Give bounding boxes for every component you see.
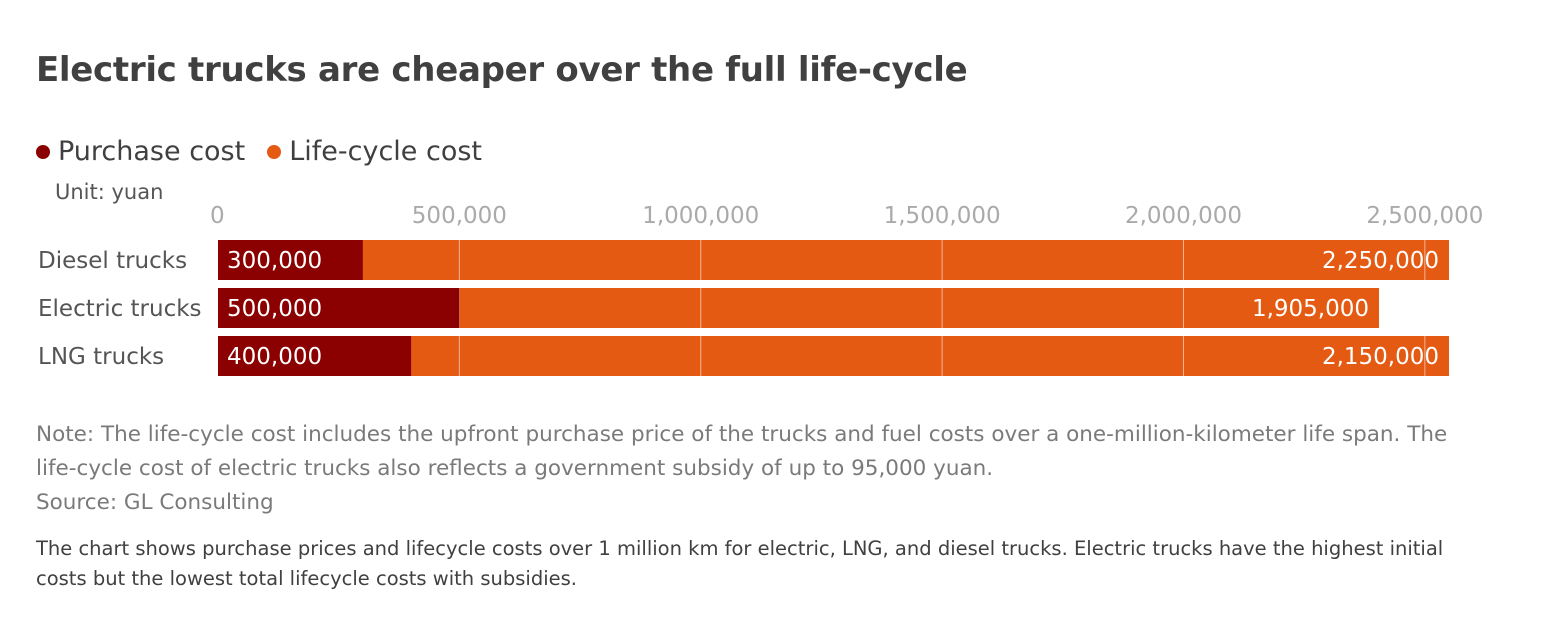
data-label-purchase: 500,000 [227,296,322,322]
data-label-purchase: 400,000 [227,344,322,370]
bar-chart: 0 500,000 1,000,000 1,500,000 2,000,000 2,500… [38,203,1483,376]
category-label: Diesel trucks [38,248,187,274]
x-tick-label: 2,500,000 [1366,203,1483,229]
data-label-purchase: 300,000 [227,248,322,274]
legend-swatch-purchase [36,144,50,159]
bar-purchase [218,288,460,328]
legend-item-purchase: Purchase cost [36,136,245,167]
legend-label-lifecycle: Life-cycle cost [289,136,483,167]
x-tick-label: 1,500,000 [884,203,1001,229]
bar-lifecycle [218,336,1449,376]
x-tick-label: 2,000,000 [1125,203,1242,229]
legend-label-purchase: Purchase cost [58,136,246,167]
x-tick-label: 1,000,000 [642,203,759,229]
chart-title: Electric trucks are cheaper over the ful… [36,50,968,90]
unit-label: Unit: yuan [55,180,164,204]
category-label: Electric trucks [38,296,202,322]
bar-purchase [218,240,363,280]
legend-swatch-lifecycle [267,144,282,159]
data-label-lifecycle: 2,150,000 [1322,344,1439,370]
legend: Purchase cost Life-cycle cost [36,136,504,167]
data-label-lifecycle: 1,905,000 [1252,296,1369,322]
legend-item-lifecycle: Life-cycle cost [267,136,482,167]
bar-lifecycle [218,240,1449,280]
x-tick-label: 0 [210,203,225,229]
category-label: LNG trucks [38,344,164,370]
bar-purchase [218,336,412,376]
note-text: Note: The life-cycle cost includes the u… [36,422,1448,481]
x-tick-label: 500,000 [412,203,507,229]
data-label-lifecycle: 2,250,000 [1322,248,1439,274]
source-text: Source: GL Consulting [36,490,274,515]
description-text: The chart shows purchase prices and life… [36,537,1444,590]
